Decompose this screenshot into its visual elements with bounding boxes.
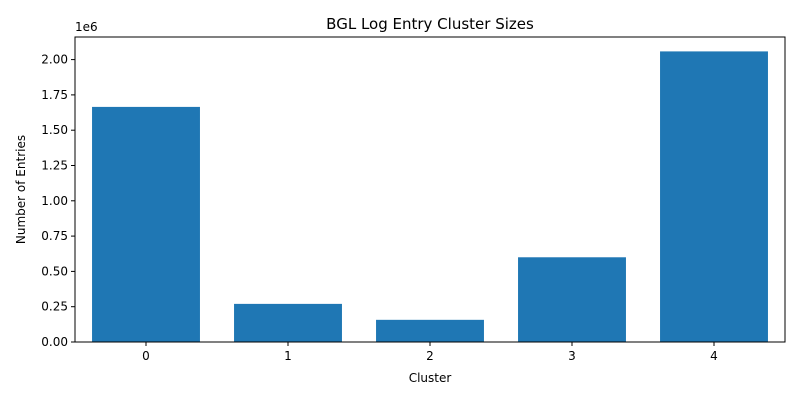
x-tick-label: 4 [710,349,718,363]
y-tick-label: 1.75 [41,88,68,102]
y-tick-label: 0.00 [41,335,68,349]
bar-cluster-2 [376,319,484,342]
x-axis-label: Cluster [409,371,452,385]
y-offset-text: 1e6 [75,20,98,34]
y-tick-label: 0.50 [41,264,68,278]
y-tick-label: 2.00 [41,53,68,67]
x-tick-label: 3 [568,349,576,363]
y-tick-label: 1.00 [41,194,68,208]
chart-title: BGL Log Entry Cluster Sizes [326,15,534,33]
y-tick-label: 0.75 [41,229,68,243]
x-tick-label: 2 [426,349,434,363]
bar-cluster-3 [518,257,626,342]
x-tick-label: 0 [142,349,150,363]
y-axis-label: Number of Entries [14,135,28,244]
plot-frame [74,36,786,343]
bar-cluster-0 [92,106,200,343]
bar-cluster-4 [660,51,768,343]
bar-cluster-1 [234,303,342,343]
y-tick-label: 1.50 [41,123,68,137]
axis-ticks: 0 1 2 3 4 0.00 0.25 0.50 0.75 1.00 1.25 1.50 1.75 2.0… [41,53,718,363]
y-tick-label: 0.25 [41,300,68,314]
plot-area [92,51,768,343]
x-tick-label: 1 [284,349,292,363]
y-tick-label: 1.25 [41,158,68,172]
